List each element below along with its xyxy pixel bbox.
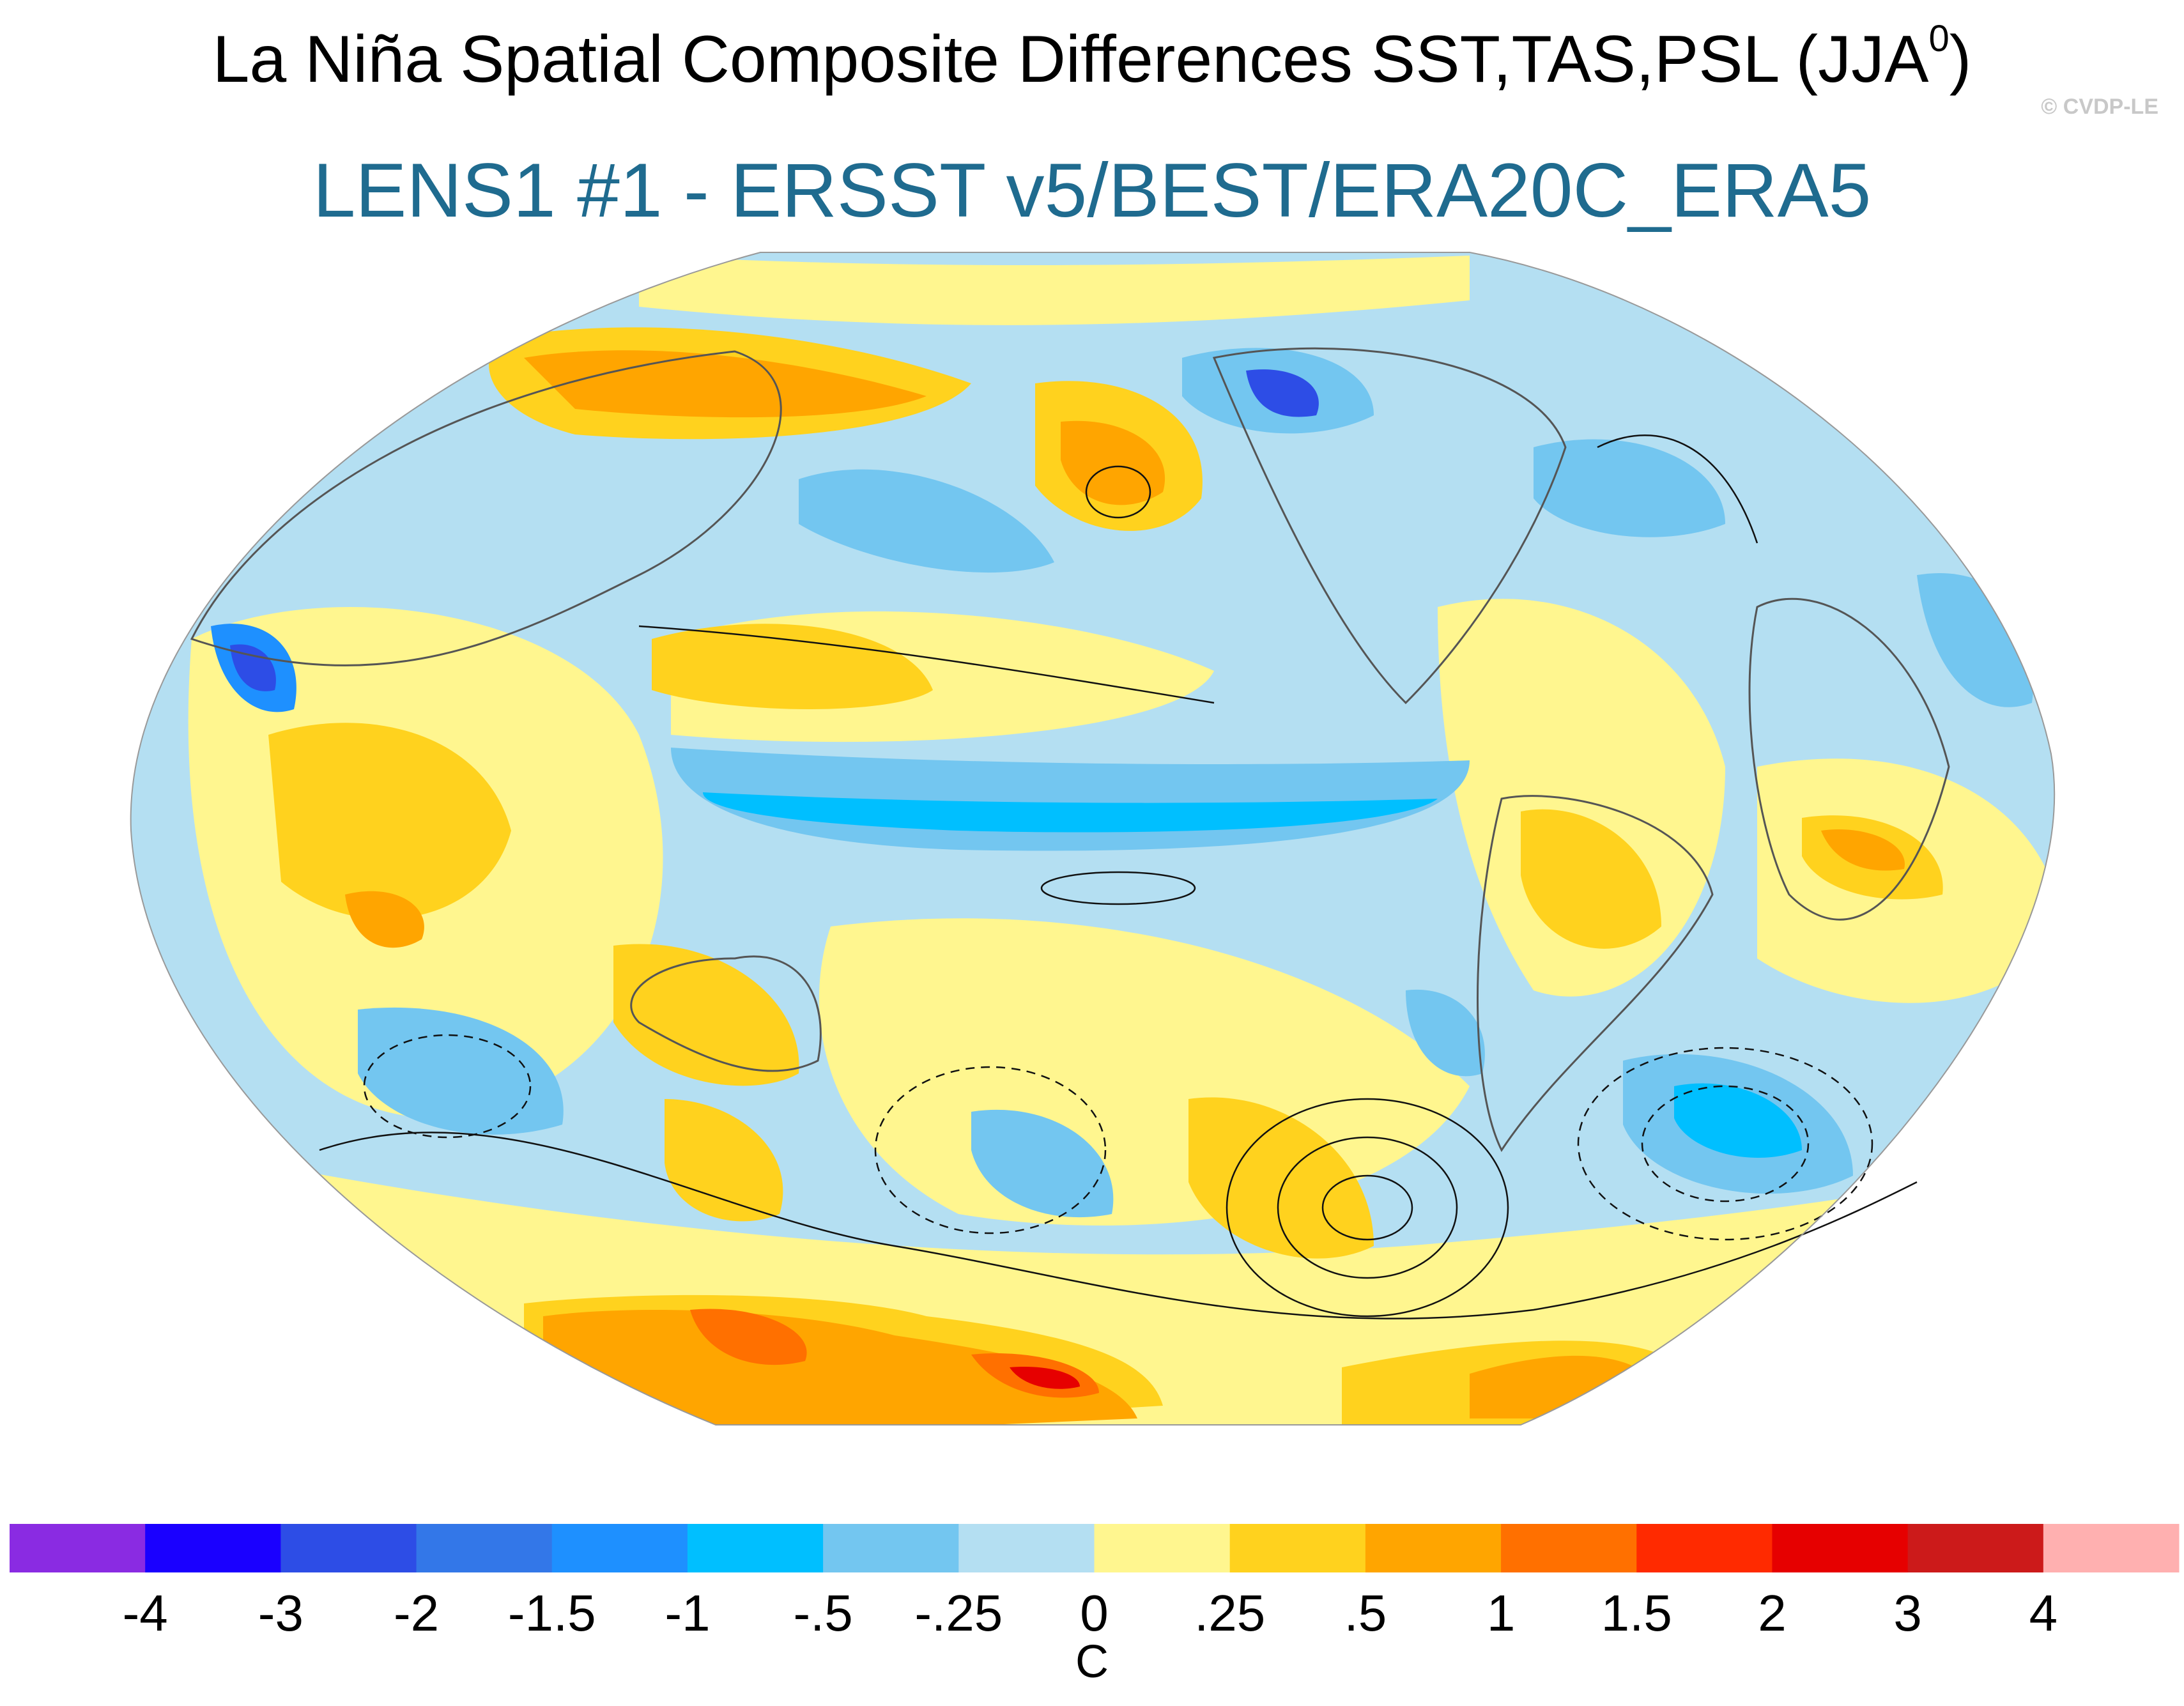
colorbar-unit: C	[1075, 1636, 1109, 1687]
chart-subtitle: LENS1 #1 - ERSST v5/BEST/ERA20C_ERA5	[312, 148, 1872, 233]
colorbar-swatch	[1365, 1524, 1502, 1572]
colorbar-swatch	[1501, 1524, 1637, 1572]
colorbar-tick-label: .25	[1194, 1585, 1265, 1641]
copyright-label: © CVDP-LE	[2041, 95, 2158, 119]
colorbar-tick-label: -1	[665, 1585, 710, 1641]
colorbar-tick-label: 3	[1893, 1585, 1922, 1641]
colorbar-tick-label: .5	[1344, 1585, 1387, 1641]
colorbar-swatch	[1907, 1524, 2044, 1572]
colorbar-tick-label: -4	[123, 1585, 168, 1641]
colorbar-tick-label: -.5	[793, 1585, 852, 1641]
colorbar-swatch	[1636, 1524, 1773, 1572]
colorbar-swatch	[281, 1524, 417, 1572]
colorbar-swatch	[1772, 1524, 1909, 1572]
colorbar-swatch	[2043, 1524, 2180, 1572]
title-close: )	[1949, 22, 1972, 96]
colorbar-swatch	[416, 1524, 553, 1572]
colorbar-swatch	[687, 1524, 824, 1572]
colorbar-swatch	[823, 1524, 959, 1572]
anomaly-field	[130, 252, 2055, 1425]
colorbar-swatch	[10, 1524, 146, 1572]
colorbar-swatch	[145, 1524, 281, 1572]
map-border	[130, 252, 2056, 1426]
title-text: La Niña Spatial Composite Differences SS…	[212, 22, 1929, 96]
colorbar-swatch	[1094, 1524, 1231, 1572]
colorbar-tick-label: 1.5	[1601, 1585, 1672, 1641]
colorbar-tick-label: -2	[394, 1585, 439, 1641]
colorbar-swatch	[551, 1524, 688, 1572]
colorbar-tick-label: -3	[258, 1585, 304, 1641]
title-superscript: 0	[1928, 18, 1949, 59]
colorbar-tick-label: 0	[1080, 1585, 1109, 1641]
colorbar-swatch	[958, 1524, 1095, 1572]
chart-title: La Niña Spatial Composite Differences SS…	[0, 18, 2184, 111]
colorbar-tick-label: 4	[2029, 1585, 2058, 1641]
psl-contours	[319, 434, 1918, 1319]
coastlines	[190, 347, 1950, 1152]
colorbar-swatch	[1229, 1524, 1366, 1572]
colorbar-tick-label: 1	[1487, 1585, 1516, 1641]
colorbar-tick-label: 2	[1758, 1585, 1787, 1641]
colorbar-tick-label: -.25	[914, 1585, 1003, 1641]
psl-negative-contours	[363, 1034, 1873, 1241]
colorbar-tick-label: -1.5	[508, 1585, 596, 1641]
